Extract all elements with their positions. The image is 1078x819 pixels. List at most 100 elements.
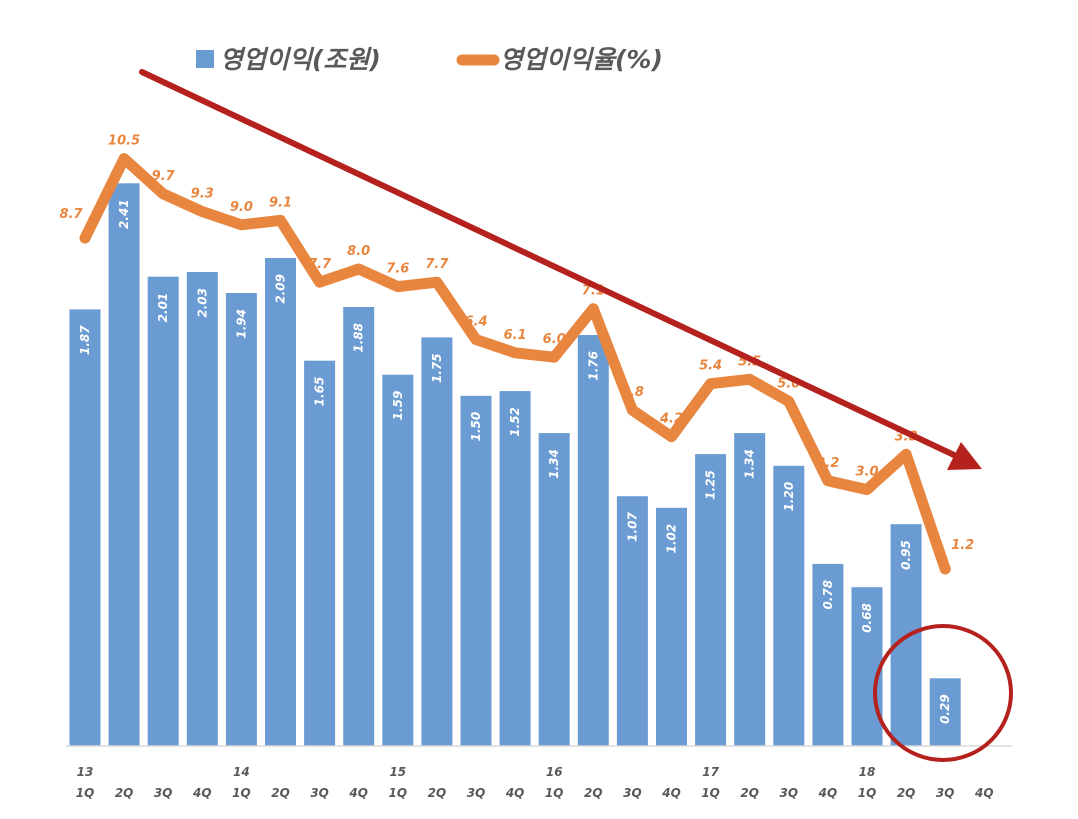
bar-value-label-22: 0.29 — [938, 694, 952, 724]
line-value-label-4: 9.0 — [230, 200, 253, 215]
line-series-layer: 8.7 10.5 9.7 9.3 9.0 9.1 7.7 8.0 7.6 7.7 6.4 6.1 6.0… — [59, 134, 974, 575]
line-value-label-14: 4.8 — [620, 385, 644, 400]
line-value-label-16: 5.4 — [699, 359, 722, 374]
bar-17 — [734, 433, 766, 746]
bar-11 — [499, 391, 531, 746]
x-tick-quarter-15: 4Q — [661, 786, 681, 800]
x-tick-quarter-17: 2Q — [740, 786, 759, 800]
bar-value-label-13: 1.76 — [586, 351, 600, 381]
bar-value-label-10: 1.50 — [469, 412, 483, 442]
bar-value-label-20: 0.68 — [860, 603, 874, 633]
bar-value-label-18: 1.20 — [782, 482, 796, 512]
bar-16 — [695, 454, 727, 746]
bar-22 — [929, 678, 961, 746]
x-tick-quarter-10: 3Q — [467, 786, 486, 800]
line-value-label-1: 10.5 — [108, 134, 140, 149]
bar-14 — [616, 496, 648, 746]
bar-10 — [460, 395, 492, 747]
bar-9 — [421, 337, 453, 746]
bar-value-label-16: 1.25 — [704, 470, 718, 500]
x-tick-quarter-14: 3Q — [623, 786, 642, 800]
bar-3 — [186, 272, 218, 746]
line-value-label-20: 3.0 — [855, 465, 878, 480]
bar-value-label-1: 2.41 — [117, 199, 131, 229]
bar-value-label-19: 0.78 — [821, 580, 835, 610]
line-value-label-6: 7.7 — [308, 257, 332, 272]
x-tick-quarter-11: 4Q — [505, 786, 525, 800]
bar-6 — [304, 360, 336, 746]
bar-20 — [851, 587, 883, 746]
bar-value-label-9: 1.75 — [430, 353, 444, 383]
bar-value-label-4: 1.94 — [234, 309, 248, 339]
bar-value-label-5: 2.09 — [274, 274, 288, 304]
x-tick-year-12: 16 — [546, 765, 563, 779]
chart-legend: 영업이익(조원) 영업이익율(%) — [196, 45, 663, 74]
x-tick-quarter-6: 3Q — [310, 786, 329, 800]
x-tick-quarter-3: 4Q — [192, 786, 212, 800]
bar-value-label-11: 1.52 — [508, 407, 522, 437]
bars-layer: 1.87 2.41 2.01 2.03 1.94 2.09 1.65 1.88 1.59 1.75… — [69, 183, 961, 747]
bar-5 — [265, 258, 296, 746]
x-tick-quarter-13: 2Q — [584, 786, 603, 800]
x-tick-quarter-23: 4Q — [974, 786, 994, 800]
line-value-label-7: 8.0 — [347, 244, 370, 259]
bar-value-label-12: 1.34 — [547, 449, 561, 479]
legend-line-label: 영업이익율(%) — [500, 45, 663, 74]
bar-4 — [225, 293, 257, 746]
line-value-label-9: 7.7 — [425, 257, 449, 272]
line-value-label-5: 9.1 — [269, 195, 292, 210]
bar-value-label-3: 2.03 — [195, 288, 209, 318]
line-value-label-8: 7.6 — [386, 262, 409, 277]
line-value-label-2: 9.7 — [152, 169, 176, 184]
x-tick-quarter-9: 2Q — [428, 786, 447, 800]
x-axis-ticks: 13 1Q 2Q 3Q 4Q 14 1Q 2Q 3Q 4Q 15 1Q 2Q 3Q 4Q 16 1Q 2Q 3Q 4Q… — [76, 765, 994, 800]
x-tick-year-4: 14 — [233, 765, 250, 779]
x-tick-quarter-8: 1Q — [389, 786, 408, 800]
x-tick-quarter-18: 3Q — [780, 786, 799, 800]
bar-value-label-2: 2.01 — [156, 293, 170, 323]
bar-19 — [812, 563, 844, 746]
trend-arrow-shaft — [139, 69, 957, 458]
bar-value-label-17: 1.34 — [743, 449, 757, 479]
x-tick-quarter-22: 3Q — [936, 786, 955, 800]
bar-value-label-8: 1.59 — [391, 391, 405, 421]
x-tick-quarter-4: 1Q — [232, 786, 251, 800]
x-tick-quarter-1: 2Q — [115, 786, 134, 800]
bar-value-label-7: 1.88 — [352, 323, 366, 353]
line-value-label-10: 6.4 — [464, 315, 487, 330]
x-tick-quarter-12: 1Q — [545, 786, 564, 800]
bar-value-label-21: 0.95 — [899, 540, 913, 570]
x-tick-quarter-19: 4Q — [818, 786, 838, 800]
line-value-label-3: 9.3 — [191, 187, 214, 202]
bar-12 — [538, 433, 570, 746]
bar-18 — [773, 465, 805, 746]
bar-value-label-14: 1.07 — [625, 512, 639, 542]
bar-7 — [343, 307, 375, 746]
highlight-circle — [873, 624, 1013, 762]
x-tick-year-20: 18 — [859, 765, 876, 779]
line-value-label-0: 8.7 — [59, 207, 83, 222]
x-tick-year-16: 17 — [702, 765, 719, 779]
bar-value-label-6: 1.65 — [313, 377, 327, 407]
bar-value-label-0: 1.87 — [78, 325, 92, 355]
x-tick-quarter-2: 3Q — [154, 786, 173, 800]
bar-1 — [108, 183, 140, 747]
line-value-label-11: 6.1 — [504, 328, 527, 343]
line-value-label-19: 3.2 — [816, 456, 839, 471]
legend-bar-swatch — [196, 50, 214, 68]
x-tick-quarter-21: 2Q — [897, 786, 916, 800]
bar-8 — [382, 374, 414, 746]
bar-15 — [656, 507, 687, 746]
line-value-label-12: 6.0 — [543, 332, 566, 347]
x-tick-quarter-20: 1Q — [858, 786, 877, 800]
x-tick-quarter-7: 4Q — [348, 786, 368, 800]
line-value-label-15: 4.2 — [659, 412, 683, 427]
x-tick-quarter-0: 1Q — [76, 786, 95, 800]
x-tick-year-8: 15 — [389, 765, 406, 779]
margin-line — [79, 153, 951, 575]
bar-value-label-15: 1.02 — [665, 524, 679, 554]
trend-arrow-head — [947, 442, 982, 470]
annotation-layer — [139, 69, 1013, 762]
